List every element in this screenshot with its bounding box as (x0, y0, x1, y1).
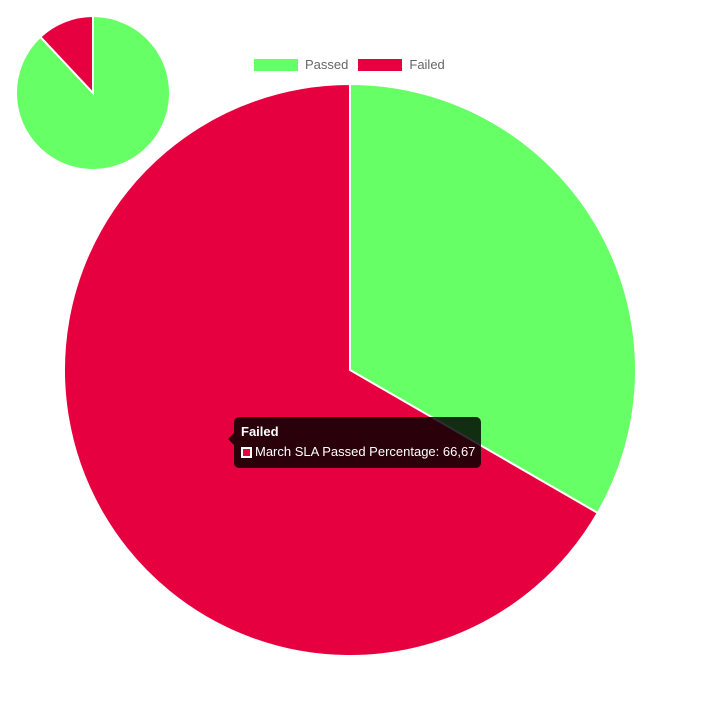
tooltip-label: March SLA Passed Percentage: 66,67 (255, 444, 476, 459)
legend-item-passed[interactable]: Passed (254, 57, 348, 72)
legend-swatch-failed (358, 58, 403, 71)
chart-tooltip: Failed March SLA Passed Percentage: 66,6… (227, 417, 482, 468)
legend-item-failed[interactable]: Failed (358, 57, 445, 72)
mini-pie-slice-failed[interactable] (38, 14, 94, 96)
legend-label-passed: Passed (305, 57, 349, 72)
legend-swatch-passed (254, 58, 298, 71)
tooltip-title: Failed (241, 424, 279, 439)
main-pie-slice-passed[interactable] (349, 82, 637, 515)
tooltip-body: March SLA Passed Percentage: 66,67 (241, 443, 475, 461)
main-pie-slice-failed[interactable] (63, 82, 600, 657)
tooltip-swatch (241, 446, 252, 458)
chart-legend: Passed Failed (254, 57, 445, 72)
legend-label-failed: Failed (409, 57, 445, 72)
